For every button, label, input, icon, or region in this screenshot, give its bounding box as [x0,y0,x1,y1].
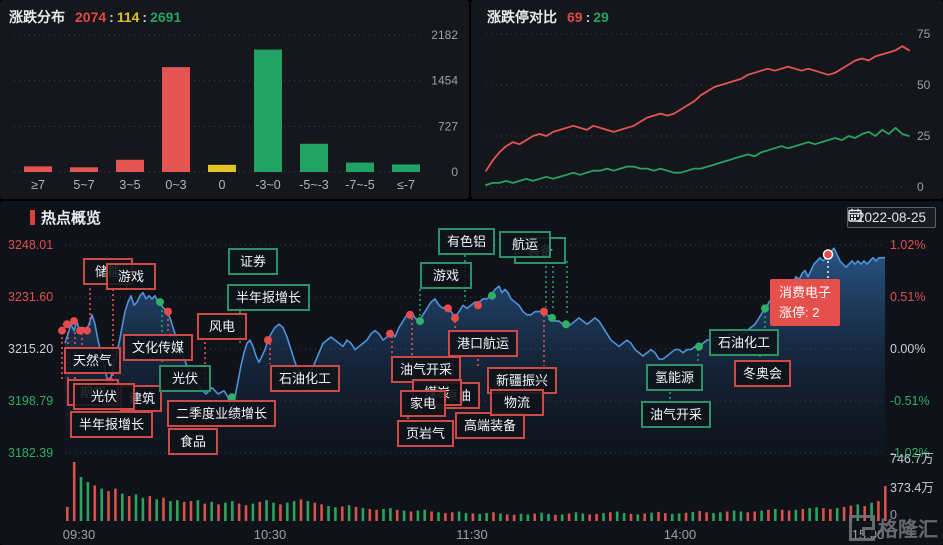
svg-text:11:30: 11:30 [456,527,488,542]
svg-text:3231.60: 3231.60 [8,290,53,304]
svg-text:373.4万: 373.4万 [890,481,934,495]
svg-text:-1.02%: -1.02% [890,446,930,460]
svg-text:-3~0: -3~0 [255,178,280,192]
up-count: 2074 [75,9,107,25]
svg-text:746.7万: 746.7万 [890,452,934,466]
svg-text:3182.39: 3182.39 [8,446,53,460]
svg-text:0~3: 0~3 [165,178,186,192]
sector-label[interactable]: 光伏 [73,383,135,410]
svg-text:-0.51%: -0.51% [890,394,930,408]
distribution-title: 涨跌分布 [9,9,65,25]
limit-compare-counts: 69: 29 [567,9,609,25]
svg-text:0: 0 [917,180,924,194]
svg-text:0: 0 [451,165,458,179]
sector-label[interactable]: 氢能源 [646,364,704,391]
down-count: 2691 [150,9,182,25]
svg-text:50: 50 [917,78,931,92]
sector-label[interactable]: 二季度业绩增长 [167,400,277,427]
limit-compare-header: 涨跌停对比 69: 29 [487,7,609,27]
sector-label[interactable]: 冬奥会 [734,360,792,387]
sector-tooltip: 消费电子 涨停: 2 [770,279,841,326]
limit-down-count: 29 [593,9,609,25]
svg-text:0: 0 [890,508,897,522]
svg-text:1454: 1454 [431,74,458,88]
svg-text:2182: 2182 [431,28,458,42]
sector-label[interactable]: 天然气 [64,347,122,374]
sector-label[interactable]: 物流 [490,389,544,416]
watermark-text: 格隆汇 [878,519,938,541]
sector-label[interactable]: 航运 [499,231,551,258]
svg-text:3198.79: 3198.79 [8,394,53,408]
svg-text:10:30: 10:30 [254,527,287,542]
svg-text:14:00: 14:00 [664,527,697,542]
rise-fall-distribution-panel: 涨跌分布 2074: 114: 2691 0 727 1454 2182 ≥7 5~7 3~… [0,0,469,199]
svg-text:3~5: 3~5 [119,178,140,192]
distribution-bar-chart: 0 727 1454 2182 ≥7 5~7 3~5 0~3 0 -3~0 -5~-3 -7~-5 ≤-… [14,28,458,192]
sector-label[interactable]: 石油化工 [270,365,341,392]
gelonghui-logo-icon [849,514,875,541]
title-accent-bar [30,210,35,225]
sector-label[interactable]: 证券 [228,248,278,275]
tooltip-limit-up-count: 涨停: 2 [779,304,820,320]
sector-label[interactable]: 半年报增长 [70,411,154,438]
sector-label[interactable]: 光伏 [159,365,211,392]
sector-label[interactable]: 游戏 [420,262,472,289]
svg-text:3248.01: 3248.01 [8,238,53,252]
svg-text:0: 0 [219,178,226,192]
calendar-icon [848,208,862,222]
svg-text:-7~-5: -7~-5 [345,178,375,192]
hotspot-header: 热点概览 [41,207,101,228]
date-value: 2022-08-25 [856,210,926,225]
svg-text:-5~-3: -5~-3 [299,178,329,192]
hotspot-overview-panel: 热点概览 2022-08-25 3248.01 1.02% 3231.60 0.51%… [0,201,943,545]
svg-text:0.00%: 0.00% [890,342,925,356]
sector-label[interactable]: 半年报增长 [227,284,311,311]
distribution-counts: 2074: 114: 2691 [75,9,182,25]
svg-text:0.51%: 0.51% [890,290,925,304]
distribution-header: 涨跌分布 2074: 114: 2691 [9,7,181,27]
svg-text:75: 75 [917,27,931,41]
watermark: 格隆汇 [849,513,938,542]
sector-labels-layer: 期货建筑半年报增长天然气光伏储能游戏文化传媒风电证券半年报增长光伏二季度业绩增长… [0,201,943,545]
svg-text:1.02%: 1.02% [890,238,925,252]
sector-label[interactable]: 风电 [197,313,247,340]
limit-compare-line-chart: 0 25 50 75 [485,27,931,194]
sector-label[interactable]: 油气开采 [641,401,712,428]
sector-label[interactable]: 港口航运 [448,330,519,357]
svg-text:≤-7: ≤-7 [397,178,415,192]
flat-count: 114 [116,9,140,25]
sector-label[interactable]: 有色铝 [438,228,496,255]
svg-text:≥7: ≥7 [31,178,45,192]
svg-text:727: 727 [438,119,458,133]
limit-compare-title: 涨跌停对比 [487,9,557,25]
limit-compare-panel: 涨跌停对比 69: 29 0 25 50 75 [471,0,943,199]
sector-label[interactable]: 游戏 [106,263,156,290]
svg-text:25: 25 [917,129,931,143]
svg-text:09:30: 09:30 [63,527,96,542]
date-picker-button[interactable]: 2022-08-25 [846,207,936,228]
sector-label[interactable]: 家电 [400,390,446,417]
hotspot-title: 热点概览 [41,210,102,227]
sector-label[interactable]: 建筑 [120,385,162,412]
svg-text:5~7: 5~7 [73,178,94,192]
sector-label[interactable]: 高端装备 [455,412,526,439]
sector-label[interactable]: 石油化工 [709,329,780,356]
svg-text:3215.20: 3215.20 [8,342,53,356]
sector-label[interactable]: 食品 [168,428,218,455]
sector-label[interactable]: 页岩气 [397,420,455,447]
sector-label[interactable]: 油气开采 [391,356,462,383]
tooltip-sector-name: 消费电子 [779,285,832,300]
sector-label[interactable]: 文化传媒 [123,334,194,361]
limit-up-count: 69 [567,9,583,25]
